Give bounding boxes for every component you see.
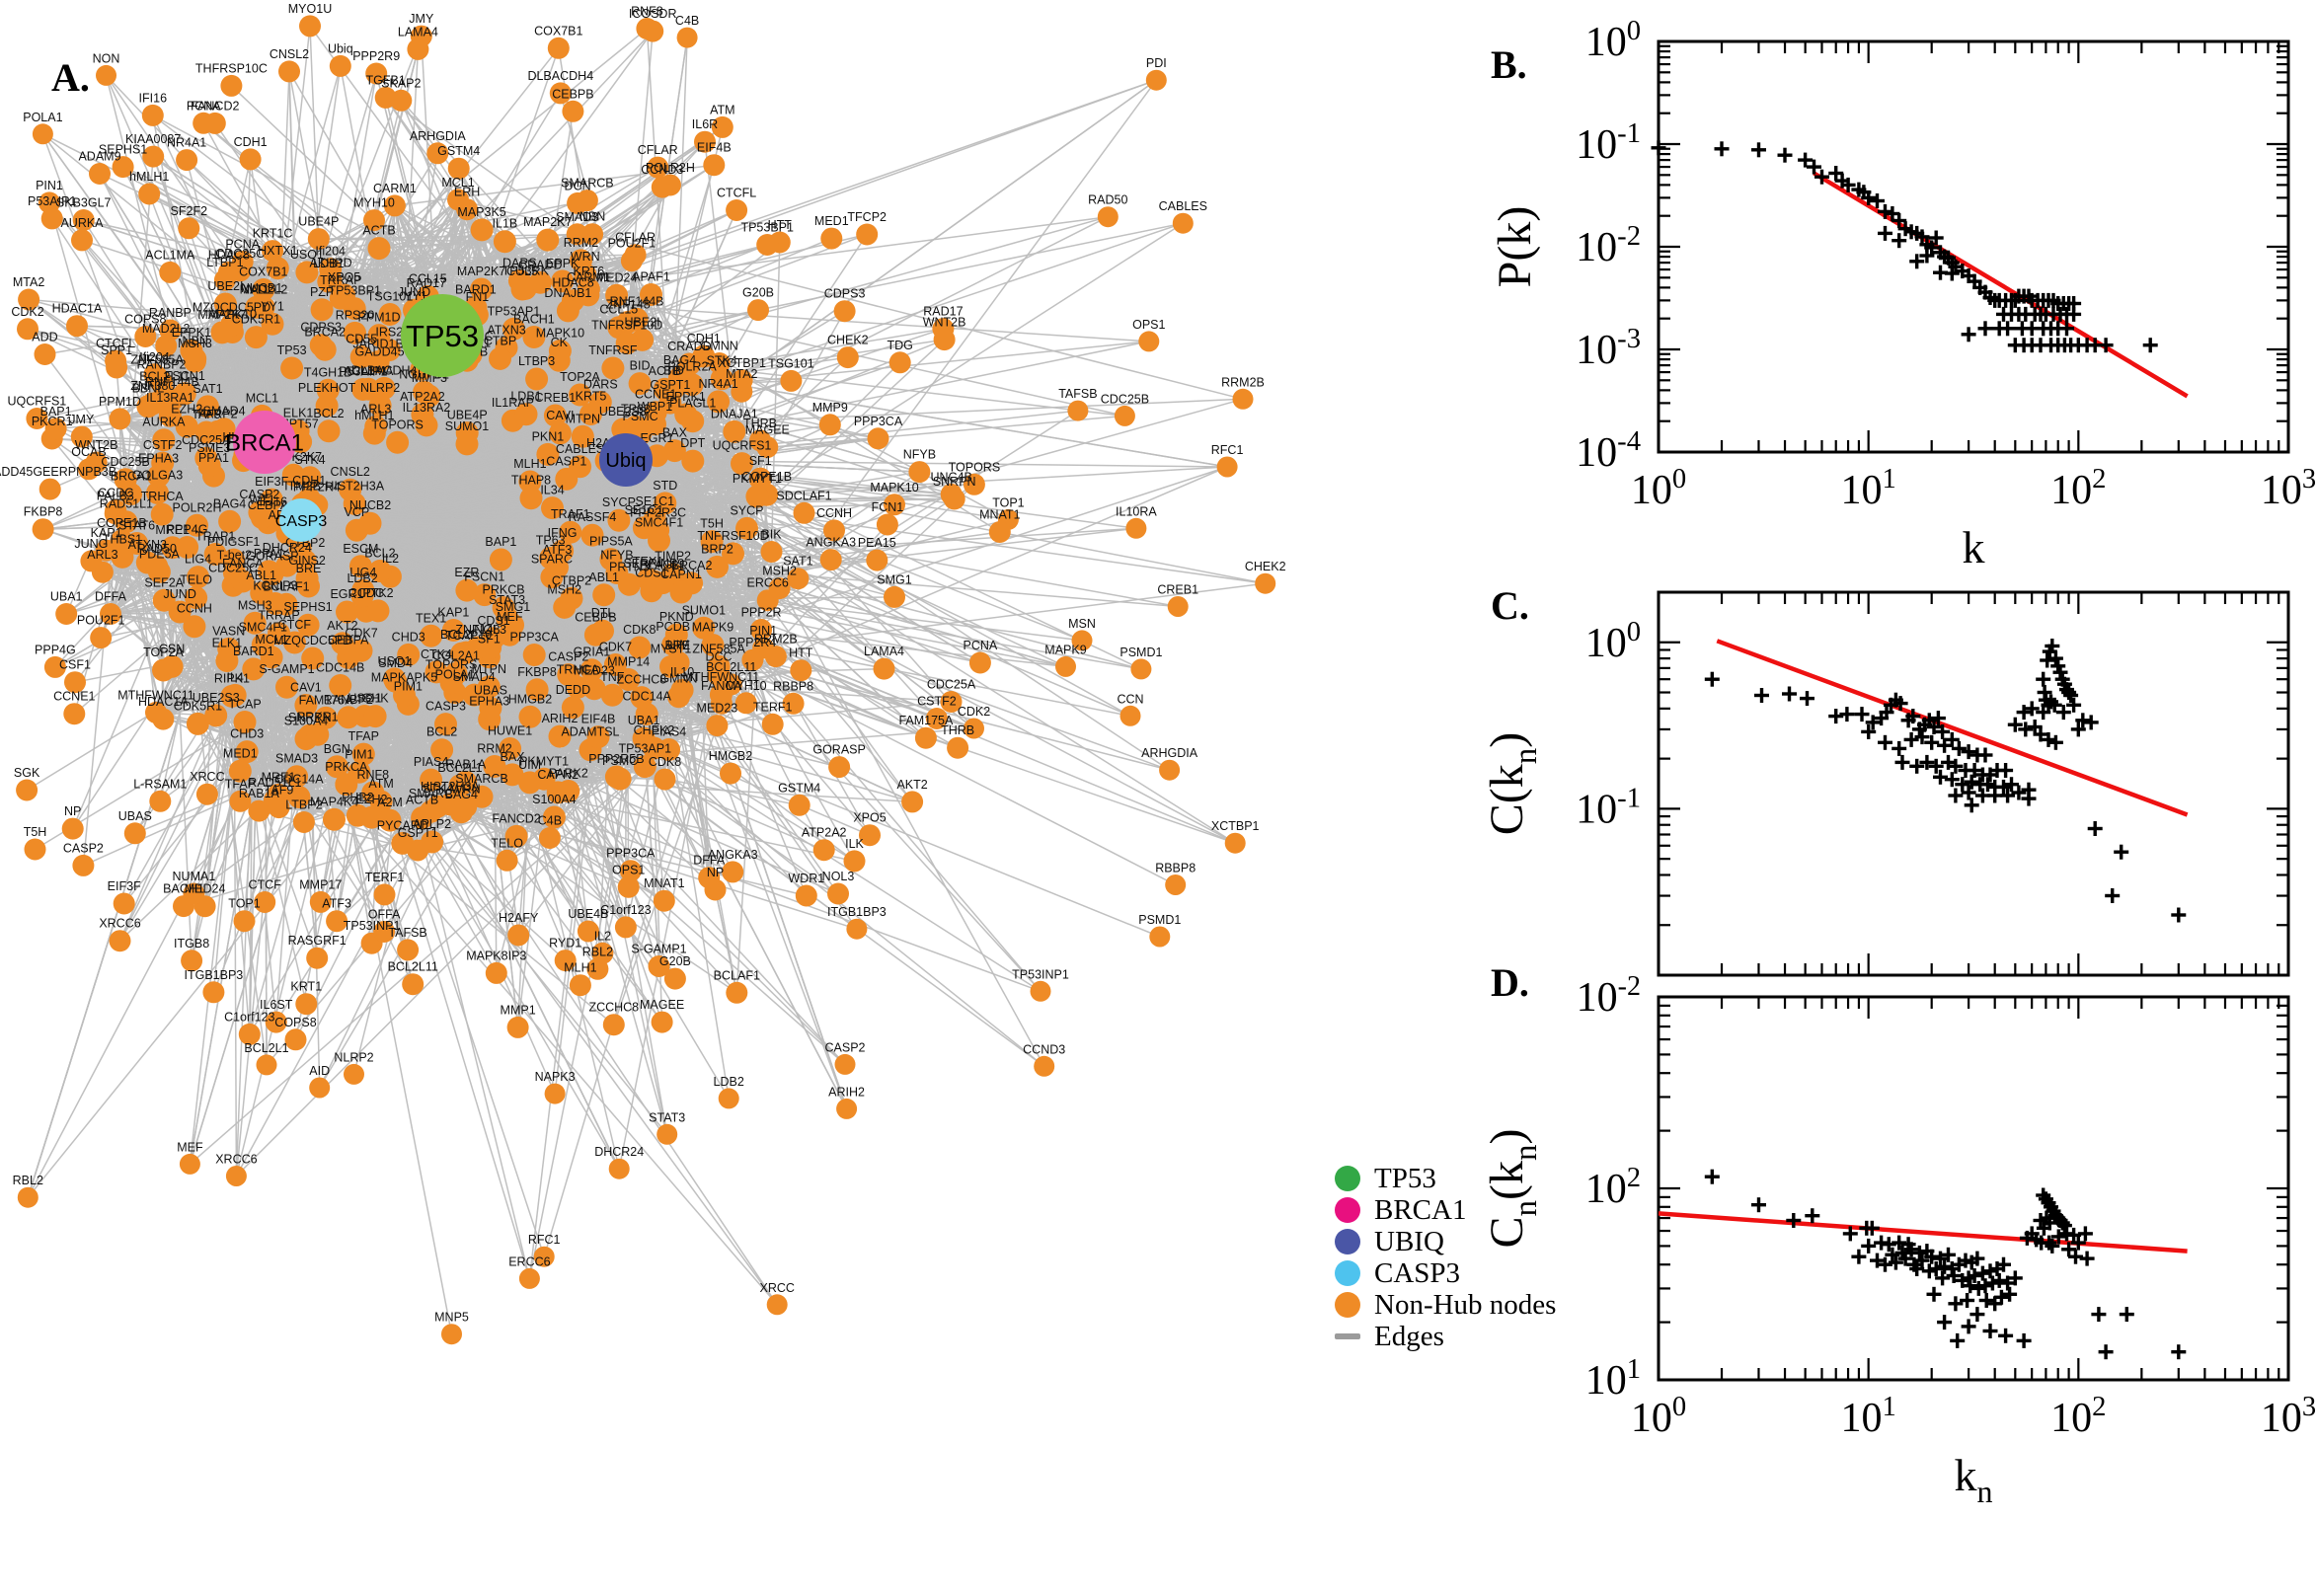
legend-swatch-brca1 xyxy=(1335,1197,1360,1223)
panel-letter-b: B. xyxy=(1491,41,1527,88)
network-graph: ARL3TAFSBMAGEECDC14ADHCR24NLRP2EPHA3CDC2… xyxy=(0,0,1451,1591)
panel-letter-c: C. xyxy=(1491,582,1529,629)
legend-label-ubiq: UBIQ xyxy=(1374,1228,1444,1256)
legend-label-edges: Edges xyxy=(1374,1323,1444,1351)
legend-swatch-edges xyxy=(1335,1333,1360,1339)
legend-swatch-tp53 xyxy=(1335,1166,1360,1191)
legend-swatch-ubiq xyxy=(1335,1229,1360,1254)
panel-letter-d: D. xyxy=(1491,959,1529,1006)
hub-label-ubiq: Ubiq xyxy=(605,450,646,472)
legend-label-casp3: CASP3 xyxy=(1374,1259,1460,1288)
legend-label-tp53: TP53 xyxy=(1374,1165,1436,1193)
legend-label-brca1: BRCA1 xyxy=(1374,1196,1466,1225)
legend-swatch-nonhub xyxy=(1335,1292,1360,1318)
hub-label-casp3: CASP3 xyxy=(275,513,328,530)
hub-label-brca1: BRCA1 xyxy=(225,430,304,457)
legend-swatch-casp3 xyxy=(1335,1260,1360,1286)
panel-c-ytick-1e-2: 10-2 xyxy=(1577,971,1641,1021)
hub-label-tp53: TP53 xyxy=(406,319,479,353)
